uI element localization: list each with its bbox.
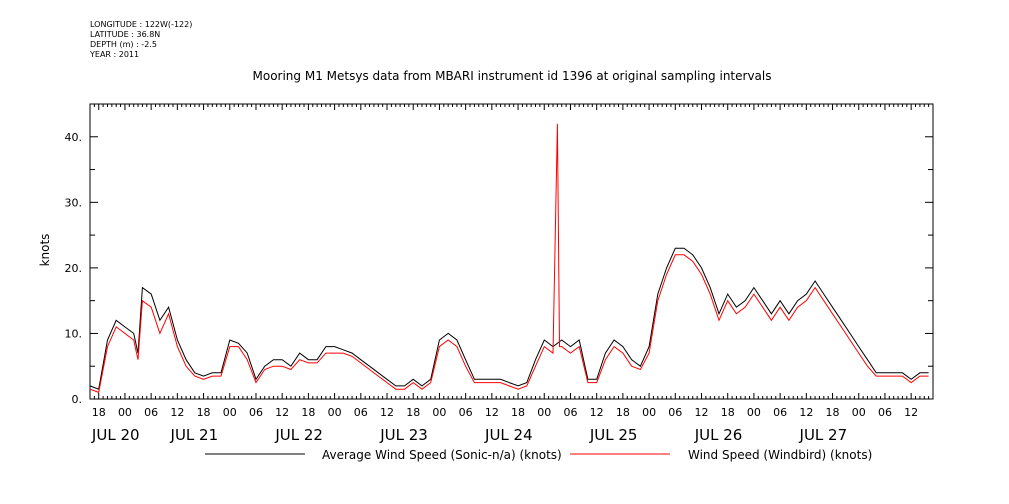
x-day-label: JUL 24	[484, 426, 533, 444]
x-hour-label: 18	[616, 406, 630, 419]
x-hour-label: 18	[721, 406, 735, 419]
latitude-text: LATITUDE : 36.8N	[90, 30, 161, 39]
x-hour-label: 06	[878, 406, 892, 419]
x-hour-label: 18	[92, 406, 106, 419]
x-hour-label: 00	[642, 406, 656, 419]
x-hour-label: 06	[354, 406, 368, 419]
x-hour-label: 12	[275, 406, 289, 419]
x-day-label: JUL 20	[91, 426, 140, 444]
x-hour-label: 00	[852, 406, 866, 419]
series-windbird-wind-speed	[89, 123, 929, 394]
series-average-wind-speed	[89, 247, 929, 390]
metadata-block: LONGITUDE : 122W(-122) LATITUDE : 36.8N …	[90, 20, 192, 60]
legend: Average Wind Speed (Sonic-n/a) (knots) W…	[205, 448, 872, 462]
x-hour-label: 00	[223, 406, 237, 419]
x-hour-label: 18	[511, 406, 525, 419]
x-hour-label: 00	[118, 406, 132, 419]
y-tick-label: 30.	[65, 196, 83, 209]
x-day-label: JUL 23	[379, 426, 428, 444]
x-hour-label: 00	[747, 406, 761, 419]
x-day-label: JUL 22	[274, 426, 323, 444]
legend-red-label: Wind Speed (Windbird) (knots)	[688, 448, 872, 462]
x-hour-label: 18	[197, 406, 211, 419]
x-hour-label: 00	[432, 406, 446, 419]
x-hour-label: 06	[563, 406, 577, 419]
y-axis-label: knots	[38, 234, 52, 267]
x-hour-label: 12	[904, 406, 918, 419]
x-hour-label: 06	[773, 406, 787, 419]
x-hour-label: 06	[144, 406, 158, 419]
x-hour-label: 06	[668, 406, 682, 419]
depth-text: DEPTH (m) : -2.5	[90, 40, 157, 49]
x-hour-label: 00	[537, 406, 551, 419]
y-tick-label: 20.	[65, 262, 83, 275]
plot-frame	[89, 103, 934, 400]
longitude-text: LONGITUDE : 122W(-122)	[90, 20, 193, 29]
x-hour-label: 12	[799, 406, 813, 419]
x-hour-label: 06	[459, 406, 473, 419]
x-hour-label: 12	[170, 406, 184, 419]
chart-title: Mooring M1 Metsys data from MBARI instru…	[253, 69, 772, 83]
x-hour-label: 12	[485, 406, 499, 419]
x-hour-label: 00	[328, 406, 342, 419]
x-hour-label: 12	[695, 406, 709, 419]
year-text: YEAR : 2011	[90, 50, 140, 59]
x-hour-label: 12	[590, 406, 604, 419]
x-day-label: JUL 21	[170, 426, 219, 444]
plot-area: 0. 10. 20. 30. 40. 18 00 06 12 18 00 06 12 18 00 06 12 18…	[65, 103, 934, 444]
x-hour-label: 18	[301, 406, 315, 419]
y-tick-label: 0.	[72, 393, 83, 406]
x-day-label: JUL 26	[694, 426, 743, 444]
x-hour-label: 06	[249, 406, 263, 419]
legend-black-label: Average Wind Speed (Sonic-n/a) (knots)	[322, 448, 562, 462]
y-tick-label: 10.	[65, 327, 83, 340]
x-day-label: JUL 27	[799, 426, 848, 444]
x-hour-label: 12	[380, 406, 394, 419]
x-hour-label: 18	[826, 406, 840, 419]
x-hour-label: 18	[406, 406, 420, 419]
x-day-label: JUL 25	[589, 426, 638, 444]
y-tick-label: 40.	[65, 131, 83, 144]
